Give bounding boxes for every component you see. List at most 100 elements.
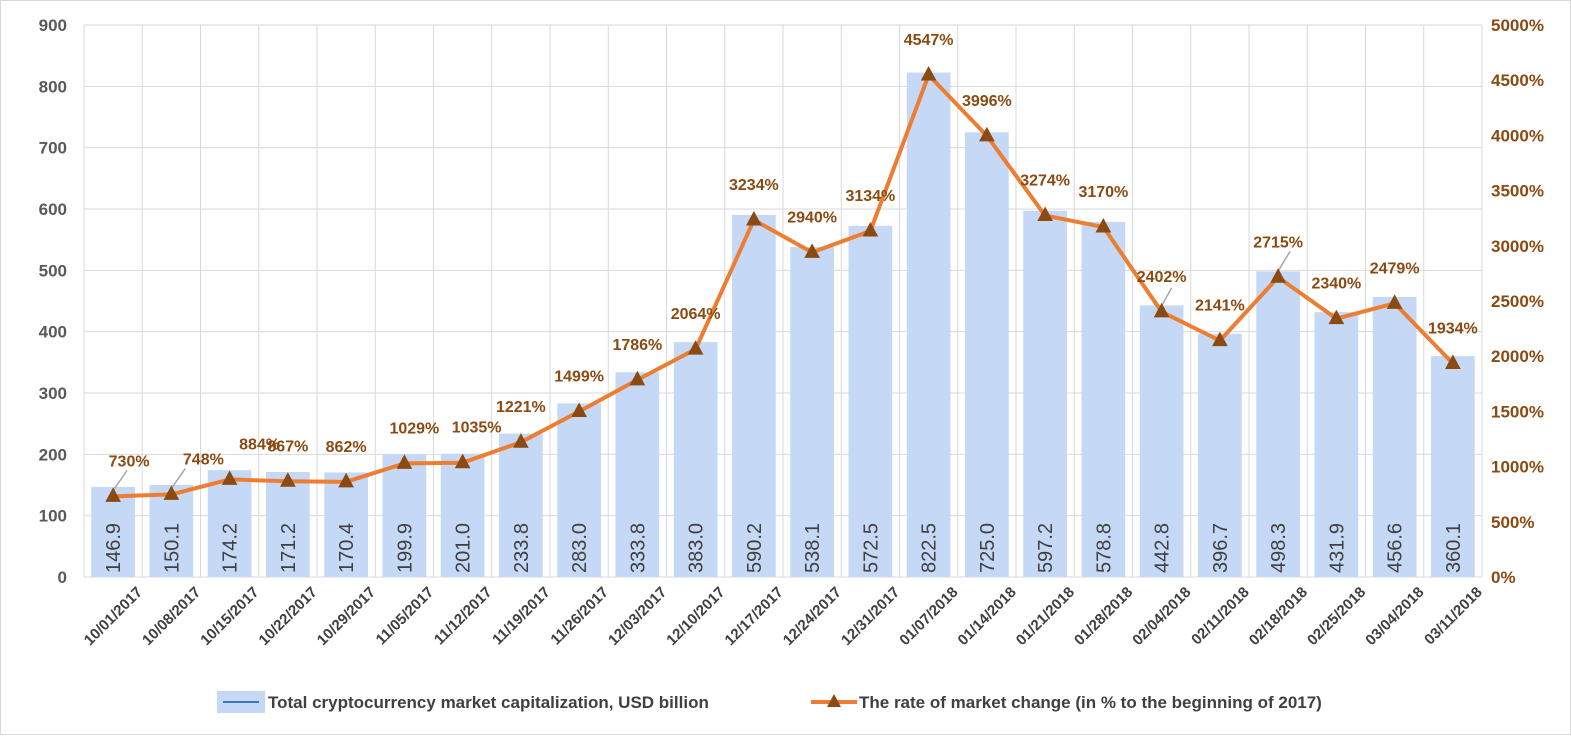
y-left-tick-label: 700 — [39, 139, 67, 158]
y-left-tick-label: 200 — [39, 445, 67, 464]
bar-value-label: 538.1 — [802, 523, 824, 573]
rate-value-label: 3274% — [1020, 173, 1070, 190]
rate-value-label: 867% — [267, 438, 308, 455]
x-tick-label: 02/11/2018 — [1188, 584, 1253, 649]
label-leader-line — [1278, 251, 1290, 271]
y-right-tick-label: 5000% — [1491, 16, 1544, 35]
x-tick-label: 12/31/2017 — [838, 584, 903, 649]
x-tick-label: 10/29/2017 — [314, 584, 379, 649]
y-left-tick-label: 0 — [58, 568, 67, 587]
bar-value-label: 360.1 — [1443, 523, 1465, 573]
x-tick-label: 10/01/2017 — [81, 584, 146, 649]
y-left-tick-label: 300 — [39, 384, 67, 403]
rate-value-label: 4547% — [904, 32, 954, 49]
bar-value-label: 498.3 — [1268, 523, 1290, 573]
x-tick-label: 11/19/2017 — [489, 584, 554, 649]
y-right-tick-label: 500% — [1491, 513, 1534, 532]
x-tick-label: 12/03/2017 — [605, 584, 670, 649]
x-tick-label: 01/07/2018 — [896, 584, 961, 649]
rate-value-label: 862% — [326, 439, 367, 456]
y-right-tick-label: 0% — [1491, 568, 1516, 587]
x-tick-label: 12/17/2017 — [722, 584, 787, 649]
rate-value-label: 730% — [109, 453, 150, 470]
rate-value-label: 3996% — [962, 93, 1012, 110]
rate-value-label: 1499% — [554, 369, 604, 386]
label-leader-line — [1162, 288, 1172, 306]
x-tick-label: 12/24/2017 — [780, 584, 845, 649]
y-right-tick-label: 1000% — [1491, 458, 1544, 477]
bar-value-label: 171.2 — [278, 523, 300, 573]
bar-value-label: 170.4 — [336, 523, 358, 573]
y-right-tick-label: 2500% — [1491, 292, 1544, 311]
bar-value-label: 283.0 — [569, 523, 591, 573]
y-left-tick-label: 600 — [39, 200, 67, 219]
x-tick-label: 02/25/2018 — [1304, 584, 1369, 649]
bar-value-label: 442.8 — [1152, 523, 1174, 573]
bar-value-label: 150.1 — [161, 523, 183, 573]
bar-value-label: 201.0 — [453, 523, 475, 573]
bar — [1023, 211, 1067, 577]
y-left-tick-label: 400 — [39, 323, 67, 342]
rate-value-label: 2340% — [1311, 276, 1361, 293]
x-tick-label: 03/04/2018 — [1362, 584, 1427, 649]
bar — [907, 73, 951, 577]
y-left-tick-label: 800 — [39, 77, 67, 96]
rate-value-label: 1221% — [496, 399, 546, 416]
x-tick-label: 01/14/2018 — [955, 584, 1020, 649]
x-tick-label: 10/08/2017 — [139, 584, 204, 649]
legend-bar-label: Total cryptocurrency market capitalizati… — [268, 693, 709, 712]
y-right-tick-label: 4000% — [1491, 126, 1544, 145]
bar-value-label: 333.8 — [627, 523, 649, 573]
bar-value-label: 456.6 — [1385, 523, 1407, 573]
rate-value-label: 2715% — [1253, 234, 1303, 251]
x-tick-label: 11/26/2017 — [547, 584, 612, 649]
y-right-tick-label: 3000% — [1491, 237, 1544, 256]
rate-value-label: 3134% — [845, 188, 895, 205]
y-right-tick-label: 2000% — [1491, 347, 1544, 366]
bar-value-label: 431.9 — [1326, 523, 1348, 573]
y-left-tick-label: 900 — [39, 16, 67, 35]
bar-value-label: 396.7 — [1210, 523, 1232, 573]
bar-value-label: 578.8 — [1093, 523, 1115, 573]
rate-value-label: 3234% — [729, 177, 779, 194]
bar-value-label: 174.2 — [220, 523, 242, 573]
rate-value-label: 2064% — [671, 306, 721, 323]
x-tick-label: 02/18/2018 — [1246, 584, 1311, 649]
rate-value-label: 2141% — [1195, 298, 1245, 315]
bar-value-label: 572.5 — [860, 523, 882, 573]
bar-value-label: 383.0 — [686, 523, 708, 573]
rate-value-label: 1035% — [452, 420, 502, 437]
rate-value-label: 2940% — [787, 209, 837, 226]
rate-value-label: 2479% — [1370, 260, 1420, 277]
y-right-tick-label: 4500% — [1491, 71, 1544, 90]
rate-value-label: 748% — [183, 451, 224, 468]
x-tick-label: 02/04/2018 — [1129, 584, 1194, 649]
x-tick-label: 10/15/2017 — [197, 584, 262, 649]
y-left-tick-label: 500 — [39, 261, 67, 280]
x-tick-label: 01/21/2018 — [1013, 584, 1078, 649]
bar-value-label: 597.2 — [1035, 523, 1057, 573]
bar-value-label: 822.5 — [919, 523, 941, 573]
bar-value-label: 146.9 — [103, 523, 125, 573]
bar — [732, 215, 776, 577]
bar-value-label: 199.9 — [394, 523, 416, 573]
rate-value-label: 3170% — [1078, 184, 1128, 201]
x-tick-label: 11/05/2017 — [373, 584, 438, 649]
y-right-tick-label: 1500% — [1491, 402, 1544, 421]
rate-value-label: 1934% — [1428, 320, 1478, 337]
bar-value-label: 725.0 — [977, 523, 999, 573]
rate-value-label: 1786% — [612, 337, 662, 354]
x-tick-label: 12/10/2017 — [663, 584, 728, 649]
x-tick-label: 01/28/2018 — [1071, 584, 1136, 649]
x-tick-label: 11/12/2017 — [431, 584, 496, 649]
y-left-tick-label: 100 — [39, 507, 67, 526]
legend-line-label: The rate of market change (in % to the b… — [859, 693, 1322, 712]
bar — [965, 132, 1009, 577]
bar-value-label: 233.8 — [511, 523, 533, 573]
rate-value-label: 2402% — [1137, 269, 1187, 286]
y-right-tick-label: 3500% — [1491, 182, 1544, 201]
bar-value-label: 590.2 — [744, 523, 766, 573]
x-tick-label: 10/22/2017 — [256, 584, 321, 649]
rate-value-label: 1029% — [389, 420, 439, 437]
